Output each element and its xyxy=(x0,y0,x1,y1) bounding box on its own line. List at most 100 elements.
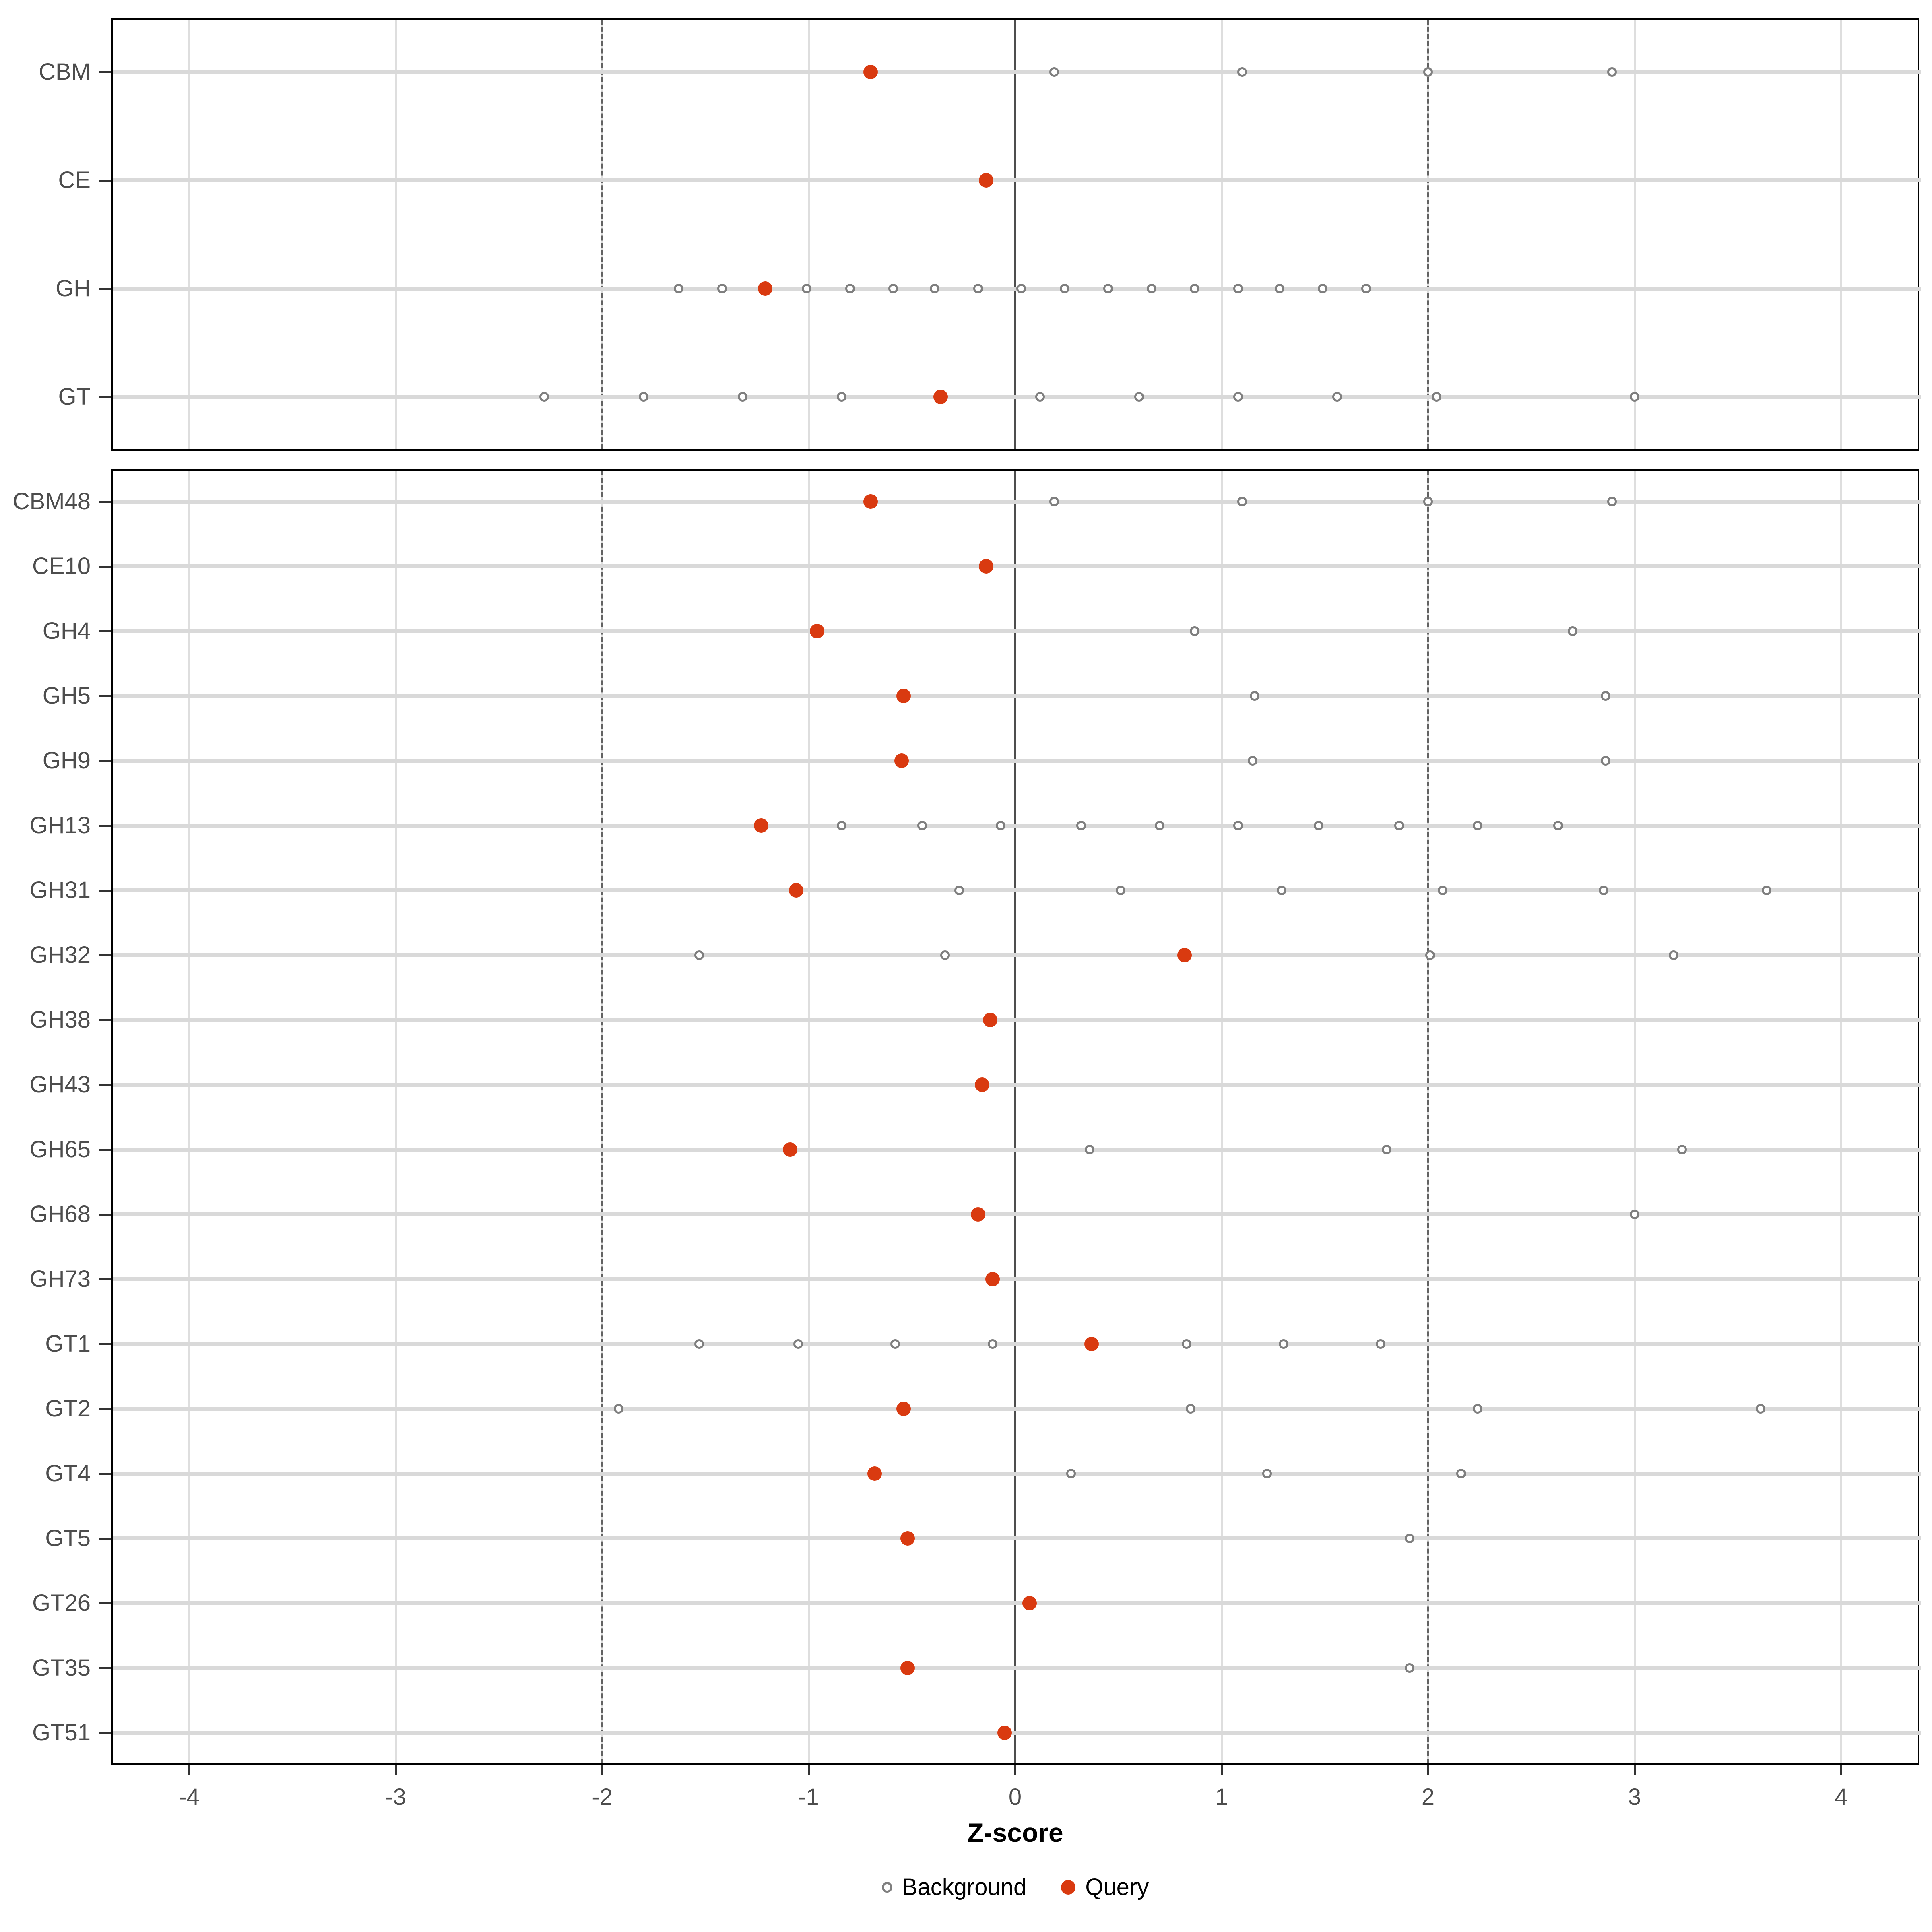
background-dot xyxy=(1382,1144,1392,1154)
y-axis-tick xyxy=(99,396,111,398)
background-dot xyxy=(1049,496,1059,506)
x-axis-tick xyxy=(808,1765,810,1775)
background-dot xyxy=(929,283,939,293)
dashed-reference-line xyxy=(1427,20,1429,449)
row-gridline xyxy=(113,1342,1921,1346)
background-dot xyxy=(1404,1663,1414,1673)
row-gridline xyxy=(113,178,1921,183)
x-axis-tick xyxy=(1840,1765,1842,1775)
background-dot xyxy=(1274,283,1284,293)
query-dot xyxy=(979,173,994,188)
row-gridline xyxy=(113,564,1921,568)
background-dot xyxy=(1431,392,1441,402)
category-label: GH32 xyxy=(29,941,91,968)
background-dot xyxy=(737,392,747,402)
background-dot xyxy=(1762,885,1772,895)
background-dot xyxy=(1247,755,1257,766)
query-dot xyxy=(979,559,994,574)
background-dot xyxy=(1599,885,1609,895)
y-axis-tick xyxy=(99,1084,111,1086)
background-dot xyxy=(1607,496,1617,506)
background-dot xyxy=(793,1339,803,1349)
background-dot xyxy=(1669,950,1679,960)
category-label: GH43 xyxy=(29,1071,91,1098)
background-dot xyxy=(1423,67,1433,77)
query-dot xyxy=(896,1401,911,1416)
x-axis-tick-label: -3 xyxy=(385,1784,406,1810)
vertical-gridline xyxy=(808,471,810,1763)
vertical-gridline xyxy=(395,471,397,1763)
vertical-gridline xyxy=(1840,471,1842,1763)
background-dot xyxy=(1314,820,1324,830)
background-dot xyxy=(1115,885,1125,895)
background-dot xyxy=(1233,820,1243,830)
legend: Background Query xyxy=(111,1874,1919,1901)
y-axis-tick xyxy=(99,1019,111,1021)
background-dot xyxy=(1278,1339,1288,1349)
y-axis-tick xyxy=(99,1602,111,1604)
row-gridline xyxy=(113,1277,1921,1281)
y-axis-tick xyxy=(99,954,111,956)
row-gridline xyxy=(113,1666,1921,1670)
category-label: GH73 xyxy=(29,1265,91,1292)
background-dot xyxy=(1262,1468,1272,1478)
top-panel-enzyme-classes xyxy=(111,18,1921,451)
background-dot xyxy=(987,1339,997,1349)
y-axis-tick xyxy=(99,71,111,74)
x-axis-tick xyxy=(188,1765,190,1775)
background-dot xyxy=(1607,67,1617,77)
row-gridline xyxy=(113,1471,1921,1476)
category-label: GT51 xyxy=(32,1719,91,1746)
background-dot xyxy=(1035,392,1045,402)
row-gridline xyxy=(113,1082,1921,1087)
row-gridline xyxy=(113,823,1921,828)
background-dot xyxy=(1190,626,1200,636)
category-label: GH68 xyxy=(29,1201,91,1227)
background-dot xyxy=(890,1339,900,1349)
vertical-gridline xyxy=(1840,20,1842,449)
zero-reference-line xyxy=(1014,20,1016,449)
query-dot xyxy=(985,1271,1000,1286)
background-dot xyxy=(1423,496,1433,506)
background-dot xyxy=(1376,1339,1385,1349)
row-gridline xyxy=(113,1147,1921,1152)
query-dot xyxy=(867,1466,882,1481)
category-label: CE xyxy=(58,167,91,194)
query-dot xyxy=(1022,1596,1037,1610)
row-gridline xyxy=(113,1536,1921,1540)
background-dot xyxy=(638,392,648,402)
category-label: GH xyxy=(56,275,91,301)
background-dot xyxy=(1181,1339,1191,1349)
row-gridline xyxy=(113,694,1921,698)
y-axis-tick xyxy=(99,1732,111,1734)
y-axis-tick xyxy=(99,500,111,503)
y-axis-tick xyxy=(99,760,111,762)
background-dot xyxy=(1146,283,1156,293)
background-dot xyxy=(888,283,898,293)
vertical-gridline xyxy=(1221,20,1223,449)
legend-query-label: Query xyxy=(1085,1874,1149,1900)
background-dot xyxy=(845,283,855,293)
vertical-gridline xyxy=(1634,471,1636,1763)
background-dot xyxy=(1394,820,1404,830)
category-label: GH4 xyxy=(42,617,91,644)
legend-item-background: Background xyxy=(881,1874,1026,1901)
y-axis-tick xyxy=(99,1408,111,1410)
category-label: GT xyxy=(58,383,91,410)
query-dot xyxy=(900,1531,915,1546)
row-gridline xyxy=(113,70,1921,74)
background-dot xyxy=(1060,283,1070,293)
row-gridline xyxy=(113,1406,1921,1411)
background-dot xyxy=(717,283,727,293)
x-axis-tick xyxy=(601,1765,603,1775)
y-axis-tick xyxy=(99,824,111,827)
background-dot xyxy=(801,283,811,293)
y-axis-tick xyxy=(99,287,111,290)
background-dot xyxy=(1456,1468,1466,1478)
row-gridline xyxy=(113,758,1921,763)
vertical-gridline xyxy=(1221,471,1223,1763)
background-dot xyxy=(1250,691,1260,701)
y-axis-tick xyxy=(99,695,111,697)
query-dot xyxy=(983,1012,998,1027)
vertical-gridline xyxy=(188,20,190,449)
